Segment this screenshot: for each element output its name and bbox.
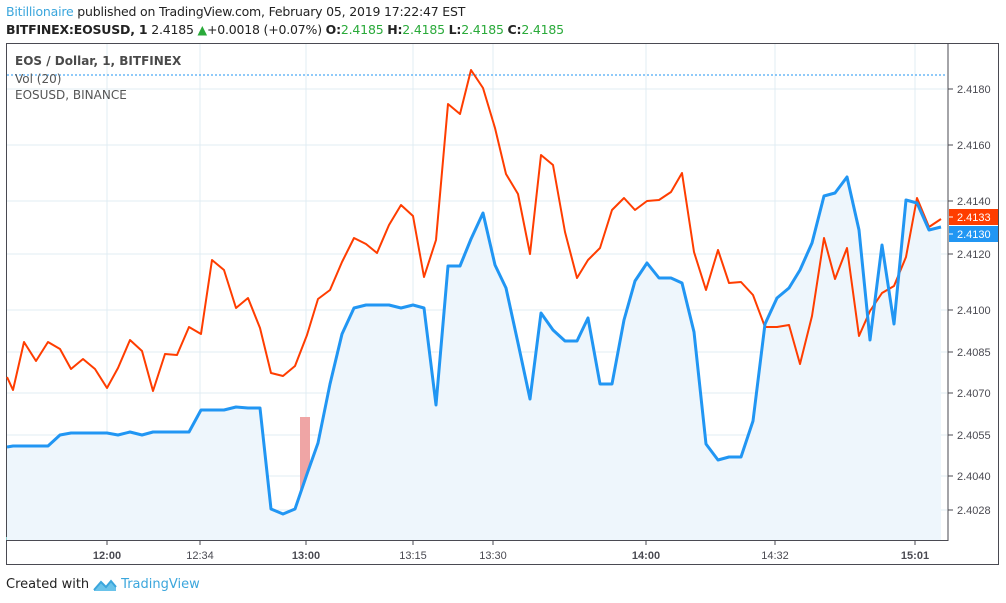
main-series-legend[interactable]: EOS / Dollar, 1, BITFINEX — [15, 54, 182, 68]
svg-text:15:01: 15:01 — [901, 550, 929, 562]
svg-text:13:00: 13:00 — [292, 550, 320, 562]
compare-area-fill — [7, 177, 941, 540]
svg-text:2.4040: 2.4040 — [957, 471, 991, 483]
svg-text:2.4070: 2.4070 — [957, 388, 991, 400]
svg-text:2.4160: 2.4160 — [957, 140, 991, 152]
tradingview-logo-icon — [93, 578, 117, 591]
price-axis[interactable]: 2.4180 2.4160 2.4140 2.4120 2.4100 2.4085 2.40… — [948, 84, 991, 517]
created-with-text: Created with — [6, 577, 90, 592]
last-price: 2.4185 — [151, 22, 194, 37]
svg-text:14:00: 14:00 — [632, 550, 660, 562]
low-value: 2.4185 — [461, 22, 504, 37]
open-label: O: — [325, 22, 341, 37]
svg-text:2.4100: 2.4100 — [957, 305, 991, 317]
svg-text:12:00: 12:00 — [93, 550, 121, 562]
svg-text:13:30: 13:30 — [479, 550, 507, 562]
time-axis[interactable]: 12:00 12:34 13:00 13:15 13:30 14:00 14:32 15:01 — [93, 540, 929, 562]
symbol-label: BITFINEX:EOSUSD, 1 — [6, 22, 148, 37]
volume-legend[interactable]: Vol (20) — [15, 72, 62, 86]
svg-text:13:15: 13:15 — [399, 550, 427, 562]
chart-frame — [6, 43, 999, 565]
tradingview-link[interactable]: TradingView — [121, 577, 200, 592]
svg-text:2.4130: 2.4130 — [957, 229, 991, 241]
svg-text:2.4085: 2.4085 — [957, 347, 991, 359]
svg-text:2.4180: 2.4180 — [957, 84, 991, 96]
close-value: 2.4185 — [521, 22, 564, 37]
svg-text:2.4120: 2.4120 — [957, 249, 991, 261]
publish-info: Bitillionaire published on TradingView.c… — [6, 4, 465, 19]
author-link[interactable]: Bitillionaire — [6, 4, 74, 19]
price-change: +0.0018 (+0.07%) — [206, 22, 322, 37]
svg-text:2.4028: 2.4028 — [957, 505, 991, 517]
compare-price-line — [6, 175, 942, 516]
svg-text:12:34: 12:34 — [186, 550, 214, 562]
low-label: L: — [448, 22, 462, 37]
svg-text:2.4055: 2.4055 — [957, 430, 991, 442]
compare-series-legend[interactable]: EOSUSD, BINANCE — [15, 88, 127, 102]
svg-text:14:32: 14:32 — [761, 550, 789, 562]
high-value: 2.4185 — [402, 22, 445, 37]
symbol-info-bar: BITFINEX:EOSUSD, 1 2.4185 ▲+0.0018 (+0.0… — [6, 22, 564, 37]
open-value: 2.4185 — [340, 22, 384, 37]
close-label: C: — [507, 22, 522, 37]
svg-text:2.4140: 2.4140 — [957, 196, 991, 208]
main-price-line — [6, 69, 942, 392]
up-arrow-icon: ▲ — [197, 22, 208, 37]
svg-text:2.4133: 2.4133 — [957, 212, 991, 224]
high-label: H: — [387, 22, 403, 37]
publish-text: published on TradingView.com, February 0… — [73, 4, 466, 19]
footer-branding: Created with TradingView — [6, 577, 200, 592]
price-badges: 2.4133 2.4130 — [949, 209, 998, 242]
